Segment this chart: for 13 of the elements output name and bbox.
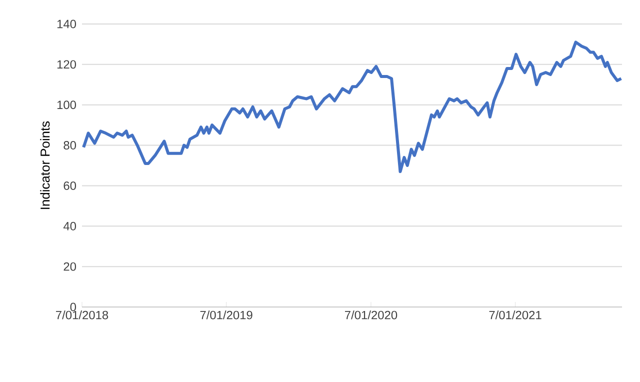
y-tick-label: 100 [57,100,76,110]
x-tick-label: 7/01/2019 [200,310,252,320]
y-axis-title: Indicator Points [40,121,50,209]
y-tick-label: 120 [57,60,76,69]
y-tick-label: 80 [64,141,76,150]
y-tick-label: 40 [63,222,76,230]
x-tick-label: 7/01/2021 [489,310,542,320]
y-tick-label: 20 [64,262,76,271]
y-tick-label: 60 [64,181,76,190]
y-tick-label: 140 [57,20,76,28]
y-tick-label: 0 [70,302,76,312]
x-tick-label: 7/01/2018 [56,310,108,320]
x-tick-label: 7/01/2020 [344,310,398,320]
